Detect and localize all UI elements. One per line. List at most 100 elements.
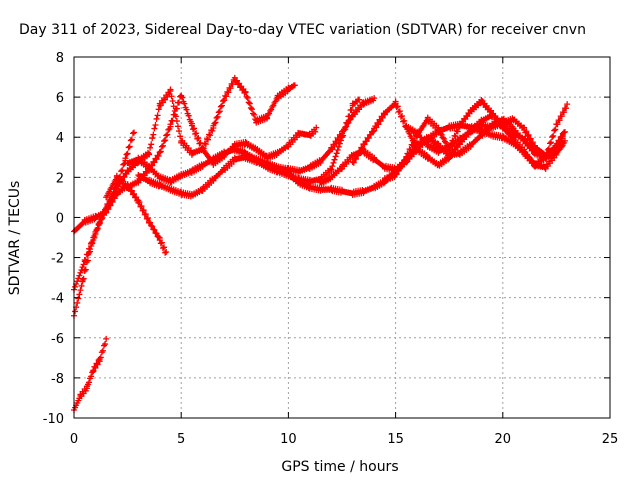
data-point — [93, 360, 100, 367]
data-point — [218, 102, 225, 109]
data-point — [329, 163, 336, 170]
data-point — [403, 155, 410, 162]
data-point — [223, 93, 230, 100]
data-point — [92, 364, 99, 371]
data-point — [169, 117, 176, 124]
y-axis-label: SDTVAR / TECUs — [7, 181, 23, 296]
data-point — [177, 133, 184, 140]
data-point — [151, 125, 158, 132]
data-point — [96, 220, 103, 227]
data-point — [225, 89, 232, 96]
data-point — [399, 112, 406, 119]
y-tick-label: 4 — [56, 131, 64, 146]
data-point — [133, 194, 140, 201]
data-point — [89, 240, 96, 247]
data-point — [227, 85, 234, 92]
data-point — [367, 131, 374, 138]
data-point — [192, 130, 199, 137]
data-point — [91, 234, 98, 241]
series-arc-1 — [71, 335, 110, 413]
data-point — [357, 148, 364, 155]
data-point — [411, 138, 418, 145]
data-point — [377, 118, 384, 125]
data-point — [439, 134, 446, 141]
data-point — [342, 126, 349, 133]
data-point — [550, 132, 557, 139]
data-point — [335, 143, 342, 150]
data-point — [407, 147, 414, 154]
data-point — [167, 87, 174, 94]
data-point — [243, 93, 250, 100]
y-tick-label: 0 — [56, 211, 64, 226]
data-point — [80, 261, 87, 268]
data-point — [84, 251, 91, 258]
data-point — [344, 119, 351, 126]
data-point — [158, 143, 165, 150]
series-arc-10 — [349, 98, 571, 170]
data-point — [435, 126, 442, 133]
series-arc-7 — [135, 96, 363, 200]
data-point — [155, 234, 162, 241]
data-point — [408, 141, 415, 148]
data-point — [105, 201, 112, 208]
data-point — [455, 151, 462, 158]
data-point — [559, 132, 566, 139]
data-point — [561, 137, 568, 144]
data-point — [209, 127, 216, 134]
data-point — [131, 129, 138, 136]
data-point — [371, 127, 378, 134]
data-point — [214, 113, 221, 120]
data-point — [86, 379, 93, 386]
data-point — [392, 98, 399, 105]
data-point — [129, 130, 136, 137]
data-point — [183, 106, 190, 113]
data-point — [241, 89, 248, 96]
data-point — [410, 137, 417, 144]
data-point — [154, 112, 161, 119]
data-point — [169, 97, 176, 104]
y-tick-label: -8 — [51, 372, 64, 387]
data-point — [560, 109, 567, 116]
data-point — [139, 207, 146, 214]
x-tick-label: 0 — [70, 432, 78, 447]
data-point — [203, 135, 210, 142]
data-point — [98, 215, 105, 222]
data-point — [522, 129, 529, 136]
data-point — [401, 117, 408, 124]
data-point — [109, 193, 116, 200]
data-point — [114, 183, 121, 190]
data-point — [440, 135, 447, 142]
data-point — [352, 156, 359, 163]
data-point — [124, 150, 131, 157]
data-point — [176, 99, 183, 106]
y-tick-label: -6 — [51, 332, 64, 347]
data-point — [328, 166, 335, 173]
data-point — [400, 160, 407, 167]
data-point — [74, 278, 81, 285]
data-point — [333, 139, 340, 146]
data-point — [137, 203, 144, 210]
data-point — [554, 121, 561, 128]
data-point — [74, 299, 81, 306]
data-point — [402, 156, 409, 163]
data-point — [525, 131, 532, 138]
data-point — [349, 159, 356, 166]
data-point — [523, 128, 530, 135]
data-point — [171, 111, 178, 118]
data-point — [79, 264, 86, 271]
data-point — [162, 249, 169, 256]
data-point — [194, 135, 201, 142]
data-point — [358, 144, 365, 151]
data-point — [143, 215, 150, 222]
data-point — [291, 82, 298, 89]
data-point — [348, 106, 355, 113]
data-point — [135, 199, 142, 206]
data-point — [148, 141, 155, 148]
data-point — [417, 127, 424, 134]
data-point — [150, 131, 157, 138]
data-point — [155, 106, 162, 113]
data-point — [220, 98, 227, 105]
data-point — [558, 113, 565, 120]
data-point — [161, 138, 168, 145]
